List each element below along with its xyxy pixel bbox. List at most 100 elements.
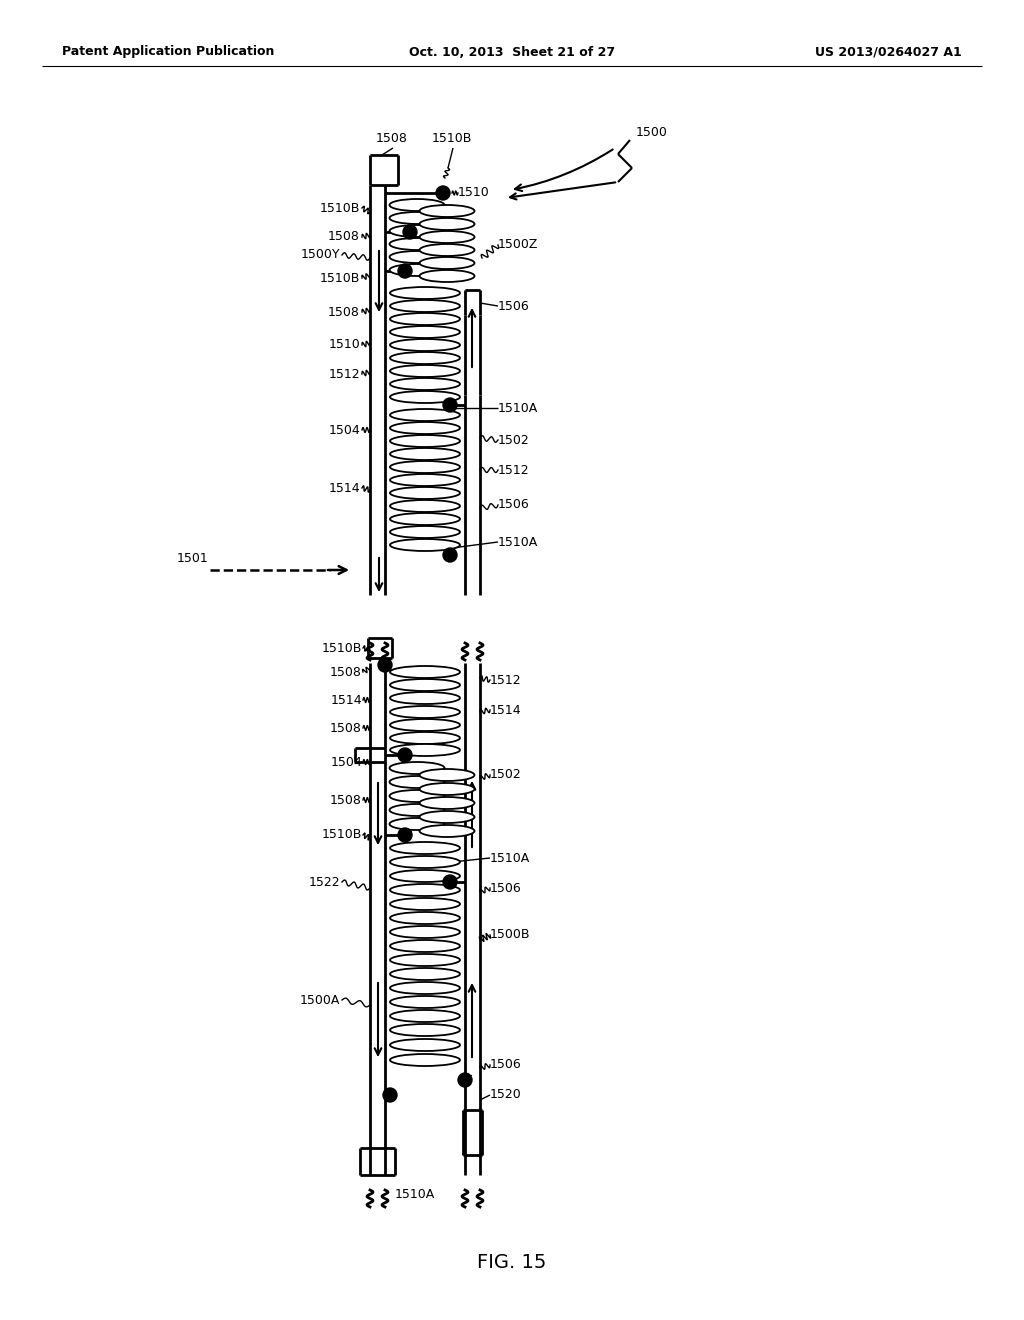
Text: 1504: 1504 [329,424,360,437]
Ellipse shape [420,810,474,822]
Circle shape [443,399,457,412]
Text: 1514: 1514 [490,704,521,717]
Text: 1508: 1508 [330,722,362,734]
Ellipse shape [390,855,460,869]
Ellipse shape [390,898,460,909]
Circle shape [398,748,412,762]
Ellipse shape [420,770,474,781]
Ellipse shape [390,339,460,351]
Ellipse shape [390,912,460,924]
Text: 1510: 1510 [329,338,360,351]
Ellipse shape [389,762,444,774]
Ellipse shape [389,776,444,788]
Text: 1510A: 1510A [498,401,539,414]
Ellipse shape [390,286,460,300]
Text: 1500Z: 1500Z [498,239,539,252]
Text: *: * [402,829,412,847]
Text: 1510B: 1510B [319,202,360,214]
Ellipse shape [420,257,474,269]
Ellipse shape [420,218,474,230]
Ellipse shape [389,213,444,224]
Ellipse shape [390,968,460,979]
Circle shape [378,657,392,672]
Text: 1508: 1508 [376,132,408,144]
Ellipse shape [390,513,460,525]
Circle shape [436,186,450,201]
Text: 1510A: 1510A [498,536,539,549]
Ellipse shape [390,447,460,459]
Text: 1520: 1520 [490,1089,522,1101]
Ellipse shape [390,391,460,403]
Ellipse shape [389,224,444,238]
Ellipse shape [389,251,444,263]
Text: 1510: 1510 [458,186,489,199]
Text: 1508: 1508 [330,793,362,807]
Text: 1510B: 1510B [322,829,362,842]
Text: 1506: 1506 [498,499,529,511]
Text: 1501: 1501 [176,552,208,565]
Text: 1502: 1502 [490,768,522,781]
Ellipse shape [390,692,460,704]
Text: 1500: 1500 [636,125,668,139]
Text: *: * [462,1072,472,1092]
Text: 1514: 1514 [331,693,362,706]
Ellipse shape [390,884,460,896]
Text: 1506: 1506 [490,1059,522,1072]
Circle shape [443,548,457,562]
Ellipse shape [390,461,460,473]
Ellipse shape [390,1053,460,1067]
Ellipse shape [420,797,474,809]
Ellipse shape [389,818,444,830]
Ellipse shape [390,366,460,378]
Ellipse shape [390,927,460,939]
Text: 1504: 1504 [331,755,362,768]
Text: 1508: 1508 [328,231,360,243]
Ellipse shape [420,231,474,243]
Text: 1502: 1502 [498,433,529,446]
Ellipse shape [390,436,460,447]
Circle shape [398,264,412,279]
Ellipse shape [390,842,460,854]
Text: FIG. 15: FIG. 15 [477,1253,547,1271]
Text: 1512: 1512 [490,673,521,686]
Text: 1512: 1512 [329,367,360,380]
Ellipse shape [390,474,460,486]
Ellipse shape [390,1039,460,1051]
Ellipse shape [390,982,460,994]
Ellipse shape [420,205,474,216]
Circle shape [383,1088,397,1102]
Ellipse shape [390,744,460,756]
Ellipse shape [390,733,460,744]
Ellipse shape [390,326,460,338]
Ellipse shape [390,667,460,678]
Ellipse shape [389,264,444,276]
Circle shape [398,828,412,842]
Circle shape [443,875,457,888]
Text: 1500A: 1500A [300,994,340,1006]
Ellipse shape [390,539,460,550]
Ellipse shape [389,238,444,249]
Text: US 2013/0264027 A1: US 2013/0264027 A1 [815,45,962,58]
Ellipse shape [420,825,474,837]
Text: 1514: 1514 [329,482,360,495]
Ellipse shape [390,300,460,312]
Ellipse shape [390,870,460,882]
Text: 1508: 1508 [330,665,362,678]
Circle shape [458,1073,472,1086]
Ellipse shape [390,1024,460,1036]
Ellipse shape [390,525,460,539]
Text: 1500B: 1500B [490,928,530,941]
Ellipse shape [390,500,460,512]
Text: 1510B: 1510B [432,132,472,144]
Ellipse shape [390,422,460,434]
Ellipse shape [389,199,444,211]
Text: 1500Y: 1500Y [300,248,340,261]
Ellipse shape [390,719,460,731]
Text: 1508: 1508 [328,305,360,318]
Text: Patent Application Publication: Patent Application Publication [62,45,274,58]
Text: 1510B: 1510B [322,642,362,655]
Ellipse shape [390,409,460,421]
Ellipse shape [390,940,460,952]
Ellipse shape [420,244,474,256]
Ellipse shape [390,678,460,690]
